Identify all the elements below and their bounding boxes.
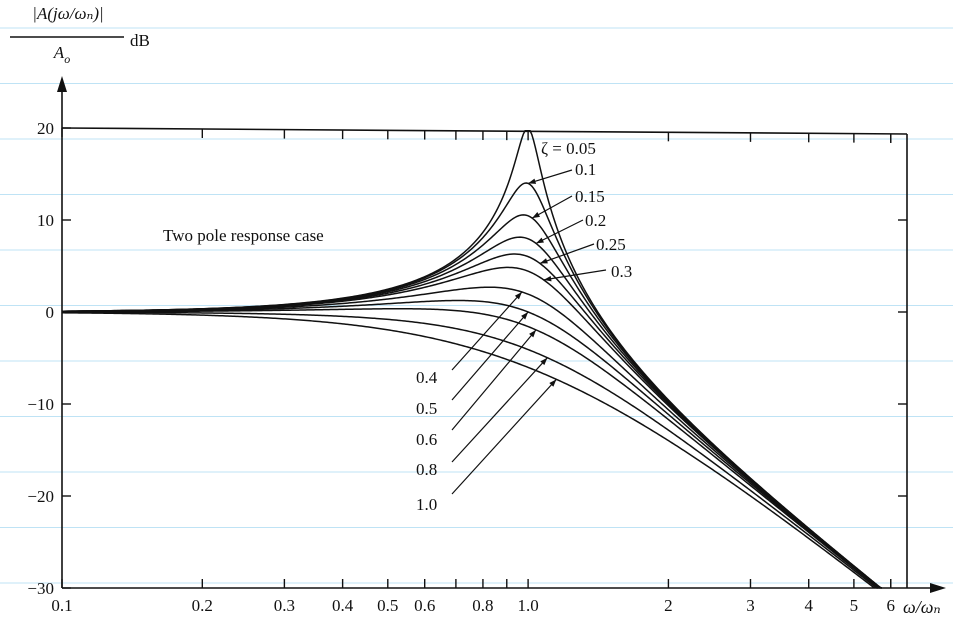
y-axis-label: |A(jω/ωₙ)| Ao dB: [10, 4, 150, 66]
y-axis-label-unit: dB: [130, 31, 150, 50]
x-tick-label: 0.5: [377, 596, 398, 615]
x-tick-label: 1.0: [517, 596, 538, 615]
leader-line: [535, 219, 584, 244]
series-label-zeta-0_15: 0.15: [575, 187, 605, 206]
plot-frame: [61, 127, 908, 588]
leader-line: [451, 311, 529, 401]
frame-top: [61, 127, 908, 135]
y-tick-label: 0: [46, 303, 55, 322]
series-label-zeta-1: 1.0: [416, 495, 437, 514]
x-tick-label: 2: [664, 596, 673, 615]
leader-arrowhead: [540, 357, 548, 366]
series-label-zeta-0_3: 0.3: [611, 262, 632, 281]
y-tick-label: −30: [27, 579, 54, 598]
curve-zeta-0_05: [61, 130, 882, 589]
x-tick-label: 3: [746, 596, 755, 615]
response-curves: [61, 130, 882, 589]
x-tick-label: 0.2: [192, 596, 213, 615]
leader-line: [543, 269, 607, 281]
series-label-zeta-0_2: 0.2: [585, 211, 606, 230]
series-label-zeta-0_5: 0.5: [416, 399, 437, 418]
y-axis-arrow: [57, 76, 67, 92]
x-tick-label: 0.8: [472, 596, 493, 615]
series-labels: ζ = 0.05 0.1 0.15 0.2 0.25 0.3 0.4 0.5 0.6 0.8 1.0: [416, 139, 632, 514]
x-tick-labels: 0.1 0.2 0.3 0.4 0.5 0.6 0.8 1.0 2 3 4 5 6: [51, 596, 895, 615]
y-tick-label: −10: [27, 395, 54, 414]
curve-zeta-0_25: [61, 253, 882, 589]
y-tick-label: 20: [37, 119, 54, 138]
x-tick-label: 6: [887, 596, 896, 615]
leader-line: [451, 357, 548, 463]
series-label-zeta-0_6: 0.6: [416, 430, 437, 449]
y-axis-label-numerator: |A(jω/ωₙ)|: [32, 4, 103, 23]
leader-line: [451, 378, 557, 495]
leader-arrowhead: [514, 291, 522, 300]
leader-arrowhead: [532, 212, 541, 219]
curve-zeta-0_15: [61, 214, 882, 589]
curve-zeta-0_6: [62, 307, 881, 589]
leader-arrowhead: [539, 258, 548, 264]
curve-zeta-0_5: [62, 299, 881, 589]
leader-arrowhead: [536, 237, 544, 244]
series-label-zeta-0_4: 0.4: [416, 368, 438, 387]
series-label-zeta-0_25: 0.25: [596, 235, 626, 254]
x-axis-label: ω/ωₙ: [903, 597, 941, 617]
tick-marks: [61, 127, 907, 589]
leader-lines: [451, 169, 607, 495]
axes: [57, 76, 946, 593]
series-label-zeta-0_05: ζ = 0.05: [541, 139, 596, 158]
x-axis-arrow: [930, 583, 946, 593]
leader-line: [451, 291, 523, 371]
ruled-paper-lines: [0, 27, 953, 584]
curve-zeta-0_2: [61, 236, 882, 589]
x-tick-label: 4: [804, 596, 813, 615]
x-tick-label: 0.4: [332, 596, 354, 615]
y-tick-labels: 20 10 0 −10 −20 −30: [27, 119, 54, 598]
annotation-two-pole: Two pole response case: [163, 226, 324, 245]
y-axis-label-denominator-sub: o: [64, 52, 70, 66]
leader-arrowhead: [549, 379, 557, 387]
leader-arrowhead: [521, 312, 529, 320]
y-tick-label: −20: [27, 487, 54, 506]
curve-zeta-1: [61, 312, 876, 589]
y-axis-label-denominator: Ao: [53, 43, 70, 66]
leader-line: [539, 243, 595, 264]
curve-zeta-0_8: [62, 311, 879, 589]
x-tick-label: 0.6: [414, 596, 435, 615]
x-tick-label: 0.1: [51, 596, 72, 615]
x-tick-label: 0.3: [274, 596, 295, 615]
leader-line: [527, 169, 573, 184]
y-tick-label: 10: [37, 211, 54, 230]
x-tick-label: 5: [850, 596, 859, 615]
leader-line: [451, 329, 537, 431]
series-label-zeta-0_1: 0.1: [575, 160, 596, 179]
series-label-zeta-0_8: 0.8: [416, 460, 437, 479]
leader-arrowhead: [529, 329, 537, 338]
curve-zeta-0_3: [61, 266, 882, 589]
leader-arrowhead: [528, 178, 537, 184]
y-axis-label-denominator-main: A: [53, 43, 65, 62]
leader-arrowhead: [543, 275, 552, 282]
leader-line: [531, 195, 573, 219]
